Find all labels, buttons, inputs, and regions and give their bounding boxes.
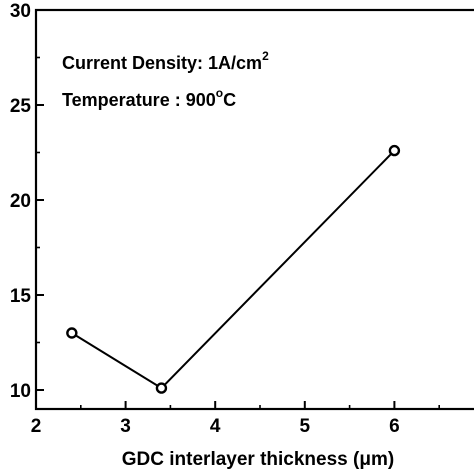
annotation-temperature: Temperature : 900oC xyxy=(62,86,236,110)
data-point xyxy=(155,382,168,394)
annotation-current-density: Current Density: 1A/cm2 xyxy=(62,49,269,73)
y-tick-label: 30 xyxy=(10,1,31,22)
x-tick-label: 3 xyxy=(120,416,131,437)
x-axis-title: GDC interlayer thickness (μm) xyxy=(122,449,394,470)
x-tick-label: 2 xyxy=(31,416,42,437)
series xyxy=(66,144,401,394)
x-tick-label: 4 xyxy=(210,416,221,437)
y-tick-label: 15 xyxy=(10,286,32,307)
series-line xyxy=(71,149,396,390)
x-tick-label: 5 xyxy=(300,416,311,437)
x-axis: 2 3 4 5 6 xyxy=(31,401,441,437)
data-point xyxy=(66,327,78,339)
y-tick-label: 25 xyxy=(10,96,32,117)
x-tick-label: 6 xyxy=(389,416,400,437)
y-axis: 10 15 20 25 30 xyxy=(10,1,44,402)
data-point xyxy=(388,144,401,157)
y-tick-label: 20 xyxy=(10,191,31,212)
y-tick-label: 10 xyxy=(10,381,31,402)
